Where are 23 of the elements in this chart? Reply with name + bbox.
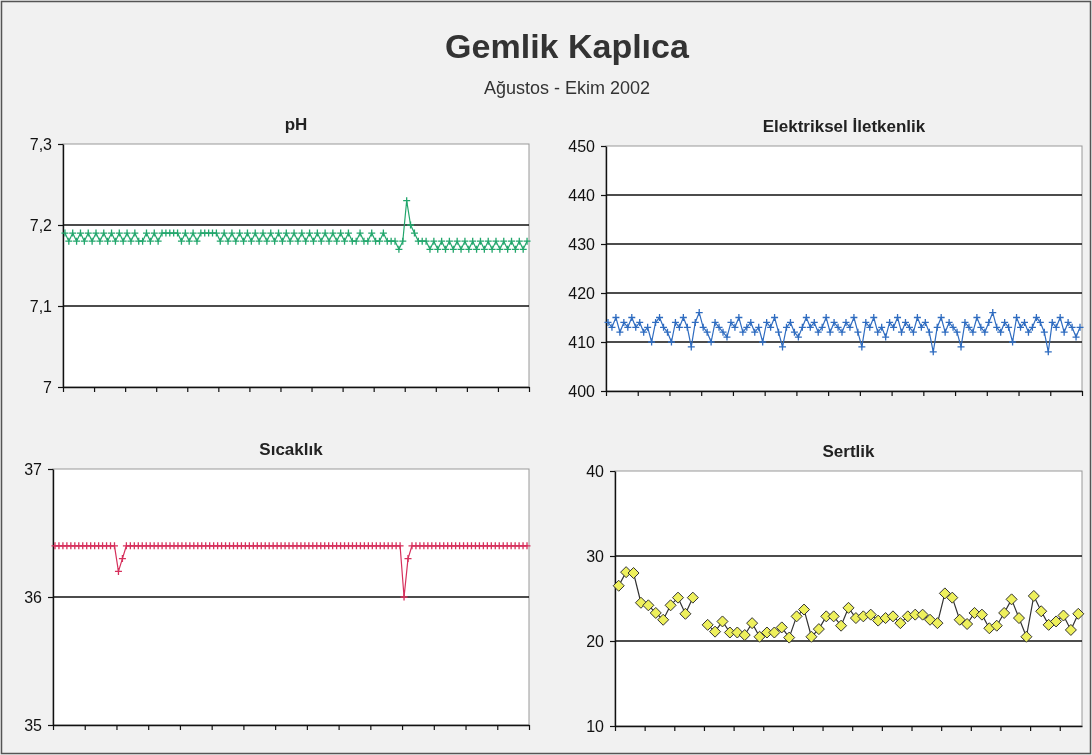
y-tick-label: 10: [586, 717, 605, 735]
y-tick-label: 35: [24, 716, 43, 734]
y-tick-label: 7,3: [29, 135, 53, 153]
y-tick-label: 30: [586, 547, 605, 565]
y-tick-label: 36: [24, 588, 43, 606]
text: Ağustos - Ekim 2002: [483, 78, 651, 98]
y-tick-label: 7,2: [29, 216, 53, 234]
y-tick-label: 40: [586, 462, 605, 480]
y-tick-label: 20: [586, 632, 605, 650]
chart-title: Elektriksel İletkenlik: [762, 117, 926, 136]
y-tick-label: 7,1: [29, 297, 53, 315]
y-tick-label: 420: [568, 284, 596, 302]
chart-title: pH: [284, 115, 308, 134]
y-tick-label: 37: [24, 460, 43, 478]
y-tick-label: 450: [568, 137, 596, 155]
text: Gemlik Kaplıca: [445, 27, 690, 65]
y-tick-label: 7: [43, 378, 53, 396]
y-tick-label: 410: [568, 333, 596, 351]
y-tick-label: 440: [568, 186, 596, 204]
y-tick-label: 430: [568, 235, 596, 253]
chart-title: Sertlik: [822, 442, 876, 461]
chart-title: Sıcaklık: [259, 440, 324, 459]
y-tick-label: 400: [568, 382, 596, 400]
